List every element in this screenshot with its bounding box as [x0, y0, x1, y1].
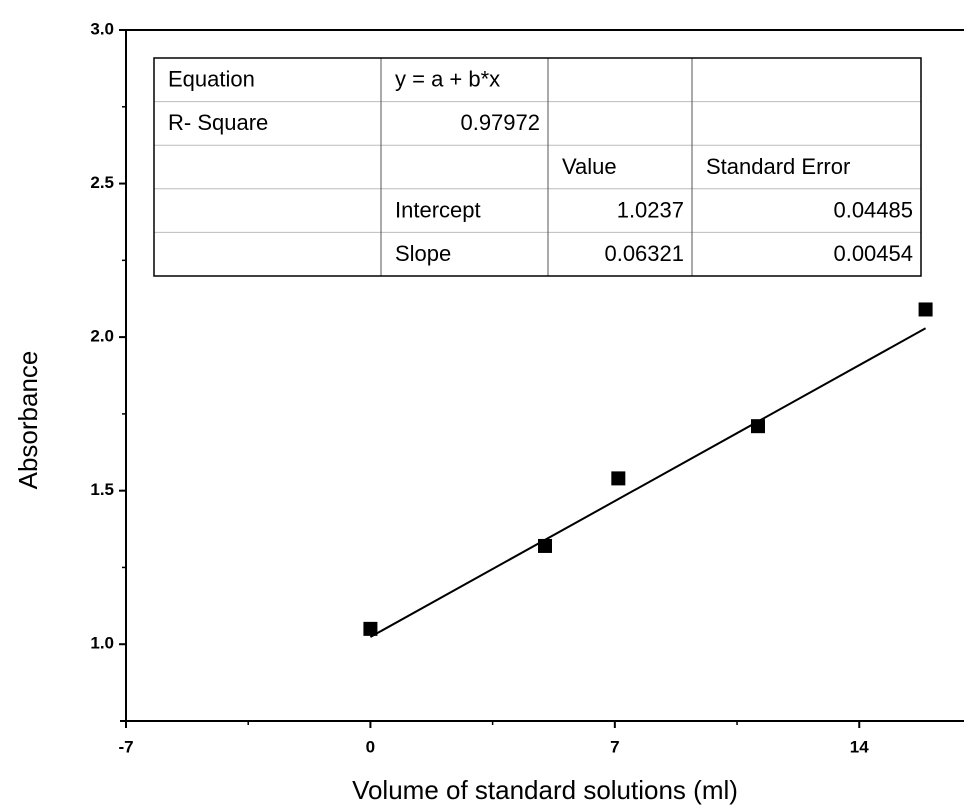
- x-tick-label: 14: [850, 737, 869, 756]
- fit-line: [369, 327, 927, 638]
- table-cell: Standard Error: [706, 154, 850, 179]
- data-point: [363, 621, 378, 636]
- table-cell: R- Square: [168, 110, 268, 135]
- table-cell: 0.00454: [833, 241, 913, 266]
- data-point: [918, 302, 933, 317]
- table-cell: 0.97972: [460, 110, 540, 135]
- x-axis-label: Volume of standard solutions (ml): [352, 775, 738, 805]
- data-point: [750, 419, 765, 434]
- table-border: [153, 57, 922, 277]
- table-cell: 0.04485: [833, 197, 913, 222]
- data-point: [611, 471, 626, 486]
- y-tick-label: 2.5: [90, 173, 114, 192]
- table-cell: Slope: [395, 241, 451, 266]
- y-tick-label: 1.0: [90, 634, 114, 653]
- y-axis-label: Absorbance: [13, 351, 43, 490]
- table-bg: [154, 58, 921, 276]
- table-cell: 0.06321: [604, 241, 684, 266]
- table-cell: y = a + b*x: [395, 67, 500, 92]
- data-point: [538, 538, 552, 553]
- y-tick-label: 2.0: [90, 327, 114, 346]
- table-cell: 1.0237: [617, 197, 684, 222]
- x-tick-label: 7: [610, 737, 619, 756]
- y-tick-label: 1.5: [90, 480, 114, 499]
- table-cell: Intercept: [395, 197, 481, 222]
- x-tick-label: 0: [366, 737, 375, 756]
- table-cell: Value: [562, 154, 617, 179]
- y-tick-label: 3.0: [90, 19, 114, 38]
- table-cell: Equation: [168, 67, 255, 92]
- x-tick-label: -7: [118, 737, 133, 756]
